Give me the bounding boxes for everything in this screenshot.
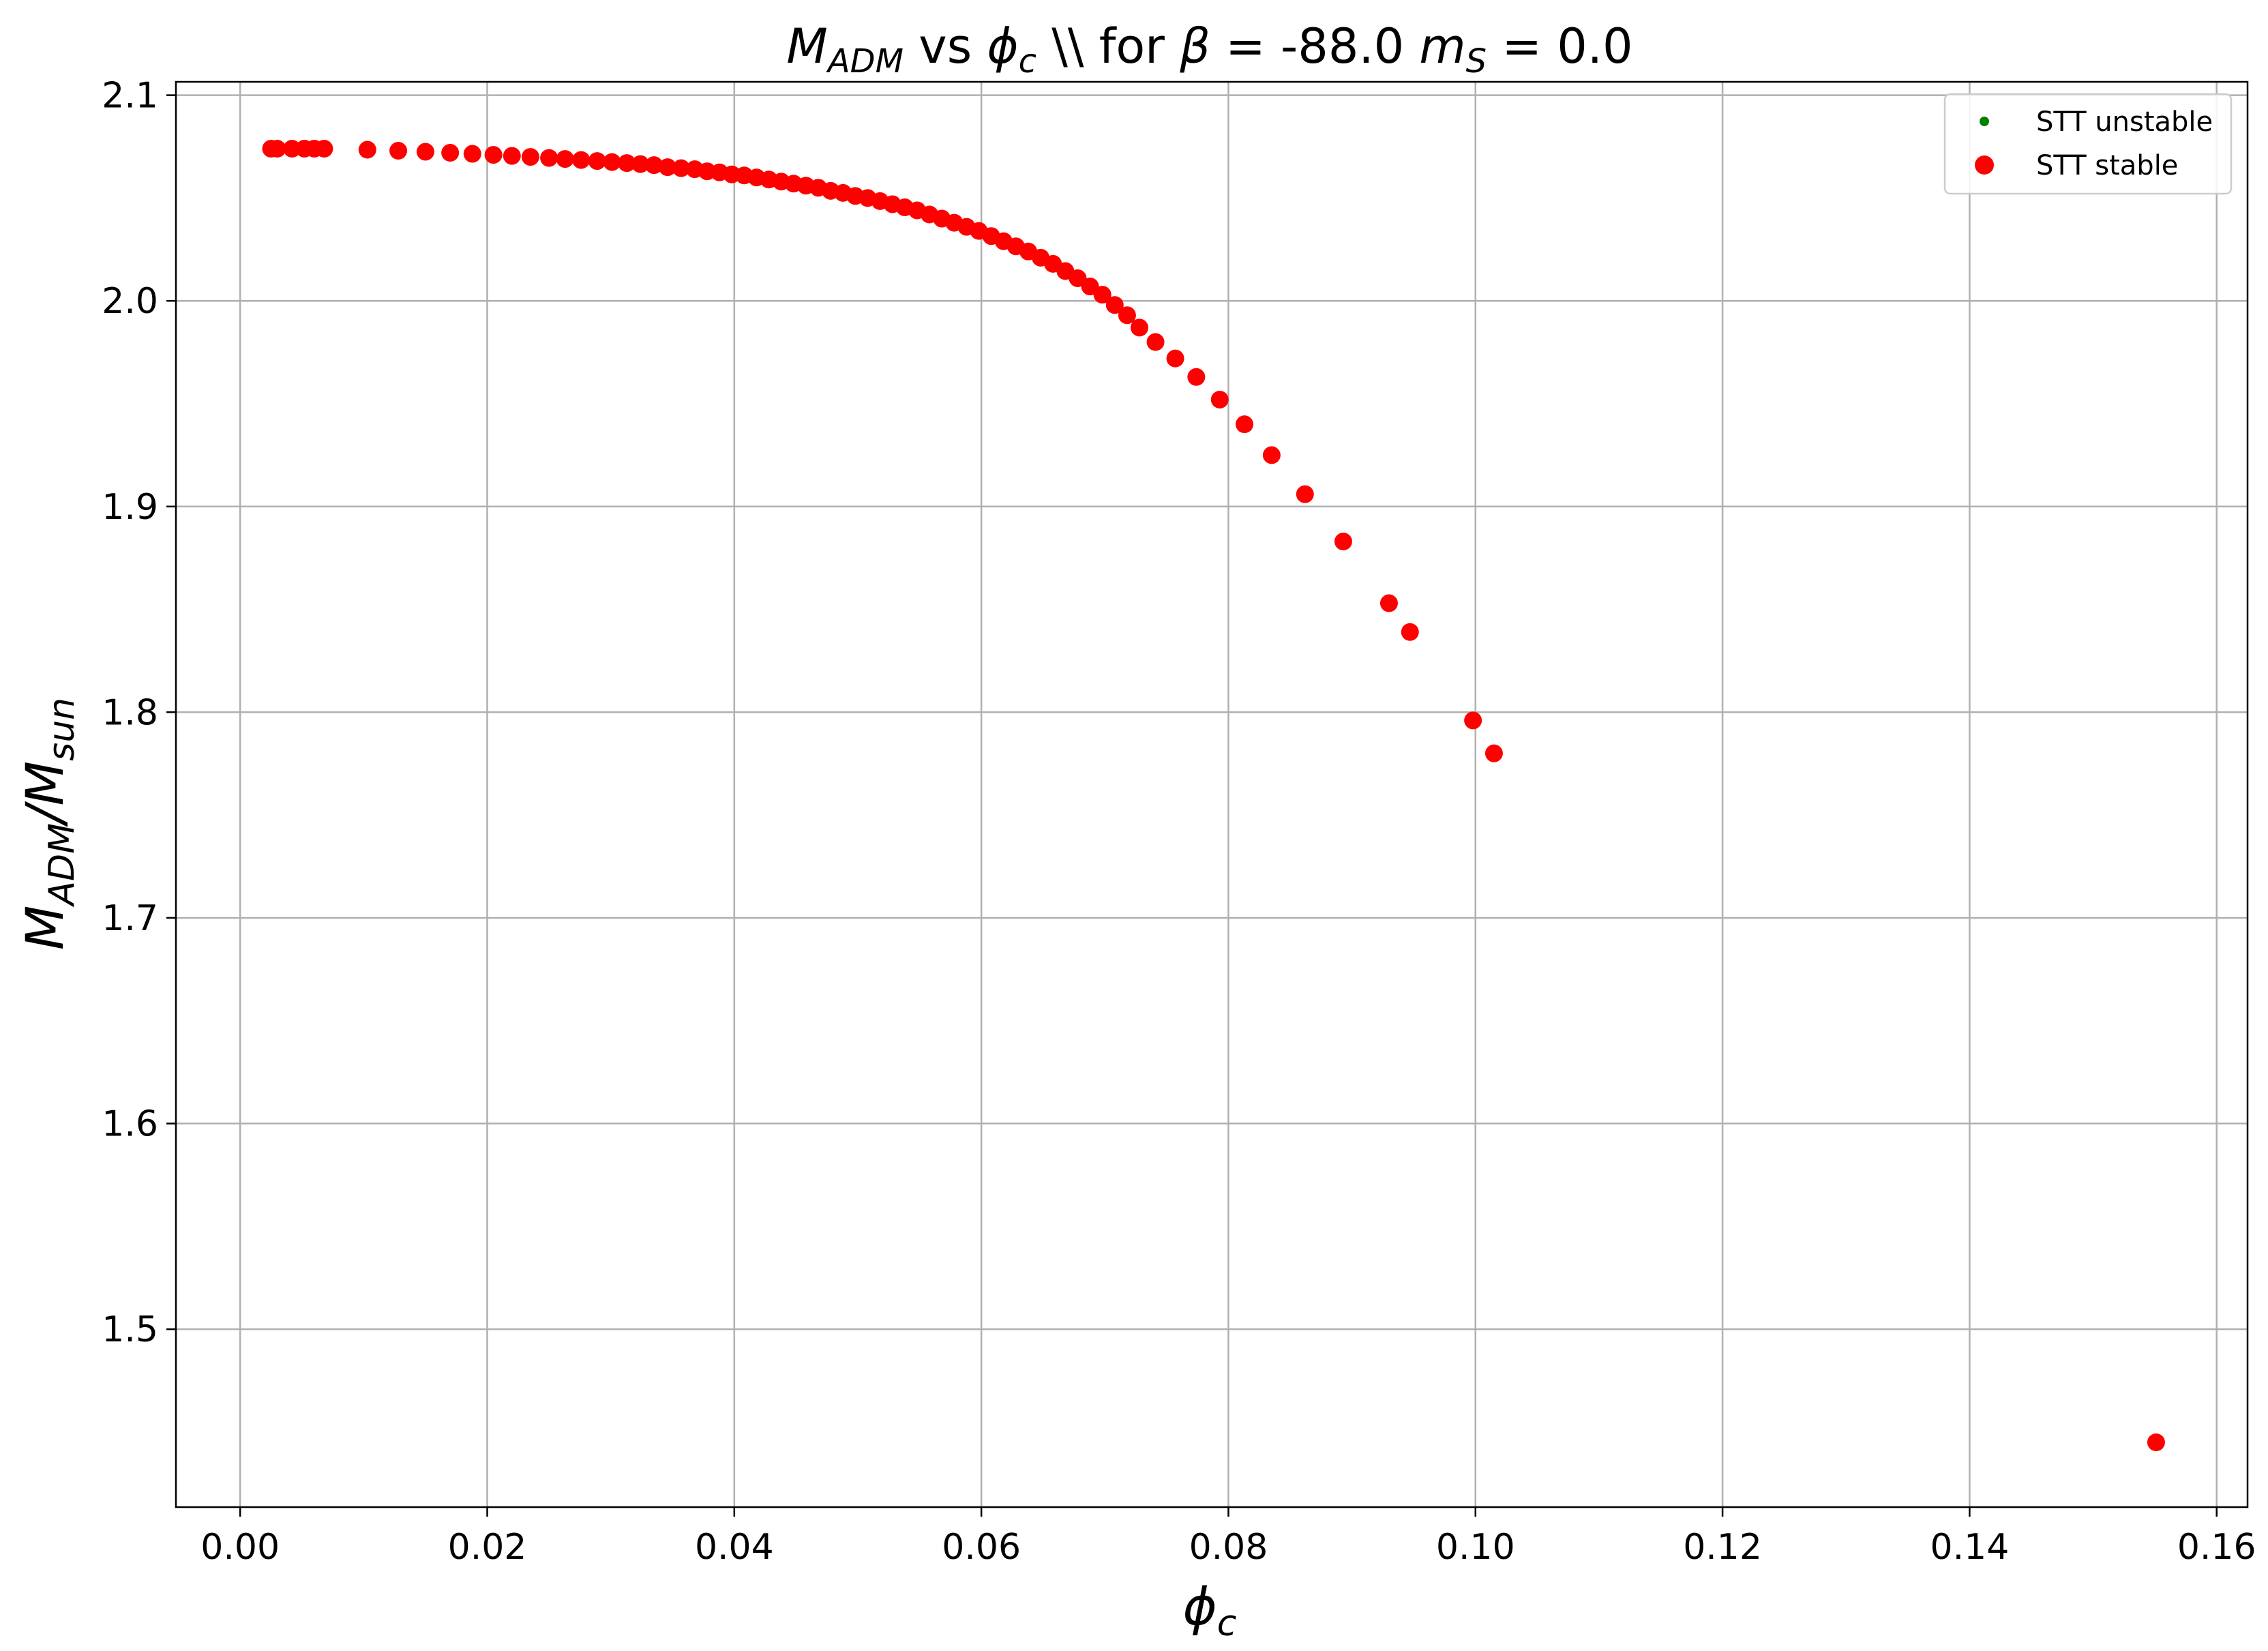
data-point xyxy=(1105,296,1124,314)
y-axis-label-sub2: sun xyxy=(42,698,83,761)
data-point xyxy=(315,140,333,158)
y-tick-label: 1.5 xyxy=(102,1309,158,1350)
legend-label-stt-unstable: STT unstable xyxy=(2036,106,2213,138)
data-point xyxy=(1401,623,1419,641)
data-point xyxy=(1146,333,1165,351)
data-point xyxy=(416,143,434,161)
data-point xyxy=(631,155,650,173)
y-axis-label-m1: M xyxy=(14,906,75,951)
x-tick-label: 0.12 xyxy=(1683,1527,1762,1568)
legend-box xyxy=(1943,93,2233,195)
data-point xyxy=(283,140,301,158)
title-ms-subscript: S xyxy=(1466,42,1487,80)
data-point xyxy=(1334,533,1352,551)
y-axis-label-m2: M xyxy=(14,761,75,806)
x-tick-label: 0.04 xyxy=(695,1527,774,1568)
y-axis-label-sub1: ADM xyxy=(42,823,83,907)
data-point xyxy=(1262,446,1281,464)
data-point xyxy=(1118,306,1136,325)
chart-title: MADM vs ϕc \\ for β = -88.0 mS = 0.0 xyxy=(786,18,1632,80)
x-axis-label-symbol: ϕ xyxy=(1183,1576,1217,1637)
data-point xyxy=(503,147,521,165)
data-point xyxy=(358,140,376,159)
x-axis-ticks: 0.00 0.02 0.04 0.06 0.08 0.10 0.12 0.14 0.16 xyxy=(200,1507,2256,1568)
data-point xyxy=(441,144,460,162)
data-point xyxy=(645,156,663,175)
title-m-subscript: ADM xyxy=(826,42,904,80)
title-m: M xyxy=(786,18,827,74)
data-point xyxy=(1131,318,1149,337)
y-tick-label: 1.8 xyxy=(102,692,158,733)
data-point xyxy=(556,150,574,168)
data-point xyxy=(484,146,503,164)
title-ms-value: = 0.0 xyxy=(1487,18,1632,74)
data-point xyxy=(1187,368,1206,386)
title-for: \\ for xyxy=(1036,18,1180,74)
data-point xyxy=(1484,744,1503,762)
x-axis-label-subscript: c xyxy=(1217,1603,1237,1644)
legend-marker-stt-unstable xyxy=(1980,117,1989,126)
data-point xyxy=(389,142,408,160)
plot-frame xyxy=(175,80,2249,1508)
title-beta: β xyxy=(1179,18,1210,74)
x-tick-label: 0.10 xyxy=(1436,1527,1515,1568)
y-tick-label: 1.7 xyxy=(102,898,158,939)
y-axis-ticks: 1.5 1.6 1.7 1.8 1.9 2.0 2.1 xyxy=(102,76,176,1350)
legend: STT unstable STT stable xyxy=(1943,93,2233,195)
data-point xyxy=(1210,390,1229,408)
y-axis-label: MADM/Msun xyxy=(14,698,83,950)
data-point xyxy=(1379,594,1398,612)
data-point xyxy=(2147,1433,2165,1451)
data-point xyxy=(1464,711,1482,730)
legend-marker-stt-stable xyxy=(1975,155,1994,175)
data-point xyxy=(618,154,636,173)
title-vs: vs xyxy=(904,18,987,74)
x-tick-label: 0.06 xyxy=(942,1527,1021,1568)
x-axis-label: ϕc xyxy=(1183,1576,1237,1644)
y-tick-label: 2.1 xyxy=(102,76,158,117)
data-point xyxy=(463,145,481,163)
y-tick-label: 2.0 xyxy=(102,281,158,322)
data-point xyxy=(572,151,591,169)
x-tick-label: 0.02 xyxy=(448,1527,527,1568)
data-point xyxy=(603,153,621,171)
data-point xyxy=(659,158,677,177)
data-point xyxy=(268,140,286,158)
data-point xyxy=(1166,349,1184,368)
data-point xyxy=(1093,286,1111,304)
data-point xyxy=(672,159,690,177)
x-tick-label: 0.14 xyxy=(1930,1527,2010,1568)
x-tick-label: 0.00 xyxy=(200,1527,280,1568)
data-point xyxy=(588,152,606,170)
gridlines xyxy=(176,82,2248,1507)
data-points xyxy=(262,140,2165,1451)
data-point xyxy=(540,149,558,167)
data-point xyxy=(1236,415,1254,434)
title-phi: ϕ xyxy=(987,18,1018,74)
x-tick-label: 0.16 xyxy=(2177,1527,2256,1568)
title-ms: m xyxy=(1419,18,1465,74)
data-point xyxy=(521,148,539,166)
title-beta-value: = -88.0 xyxy=(1210,18,1420,74)
title-phi-subscript: c xyxy=(1019,42,1036,80)
y-tick-label: 1.6 xyxy=(102,1104,158,1145)
legend-label-stt-stable: STT stable xyxy=(2036,150,2178,181)
y-tick-label: 1.9 xyxy=(102,487,158,528)
data-point xyxy=(1296,485,1314,503)
x-tick-label: 0.08 xyxy=(1189,1527,1268,1568)
